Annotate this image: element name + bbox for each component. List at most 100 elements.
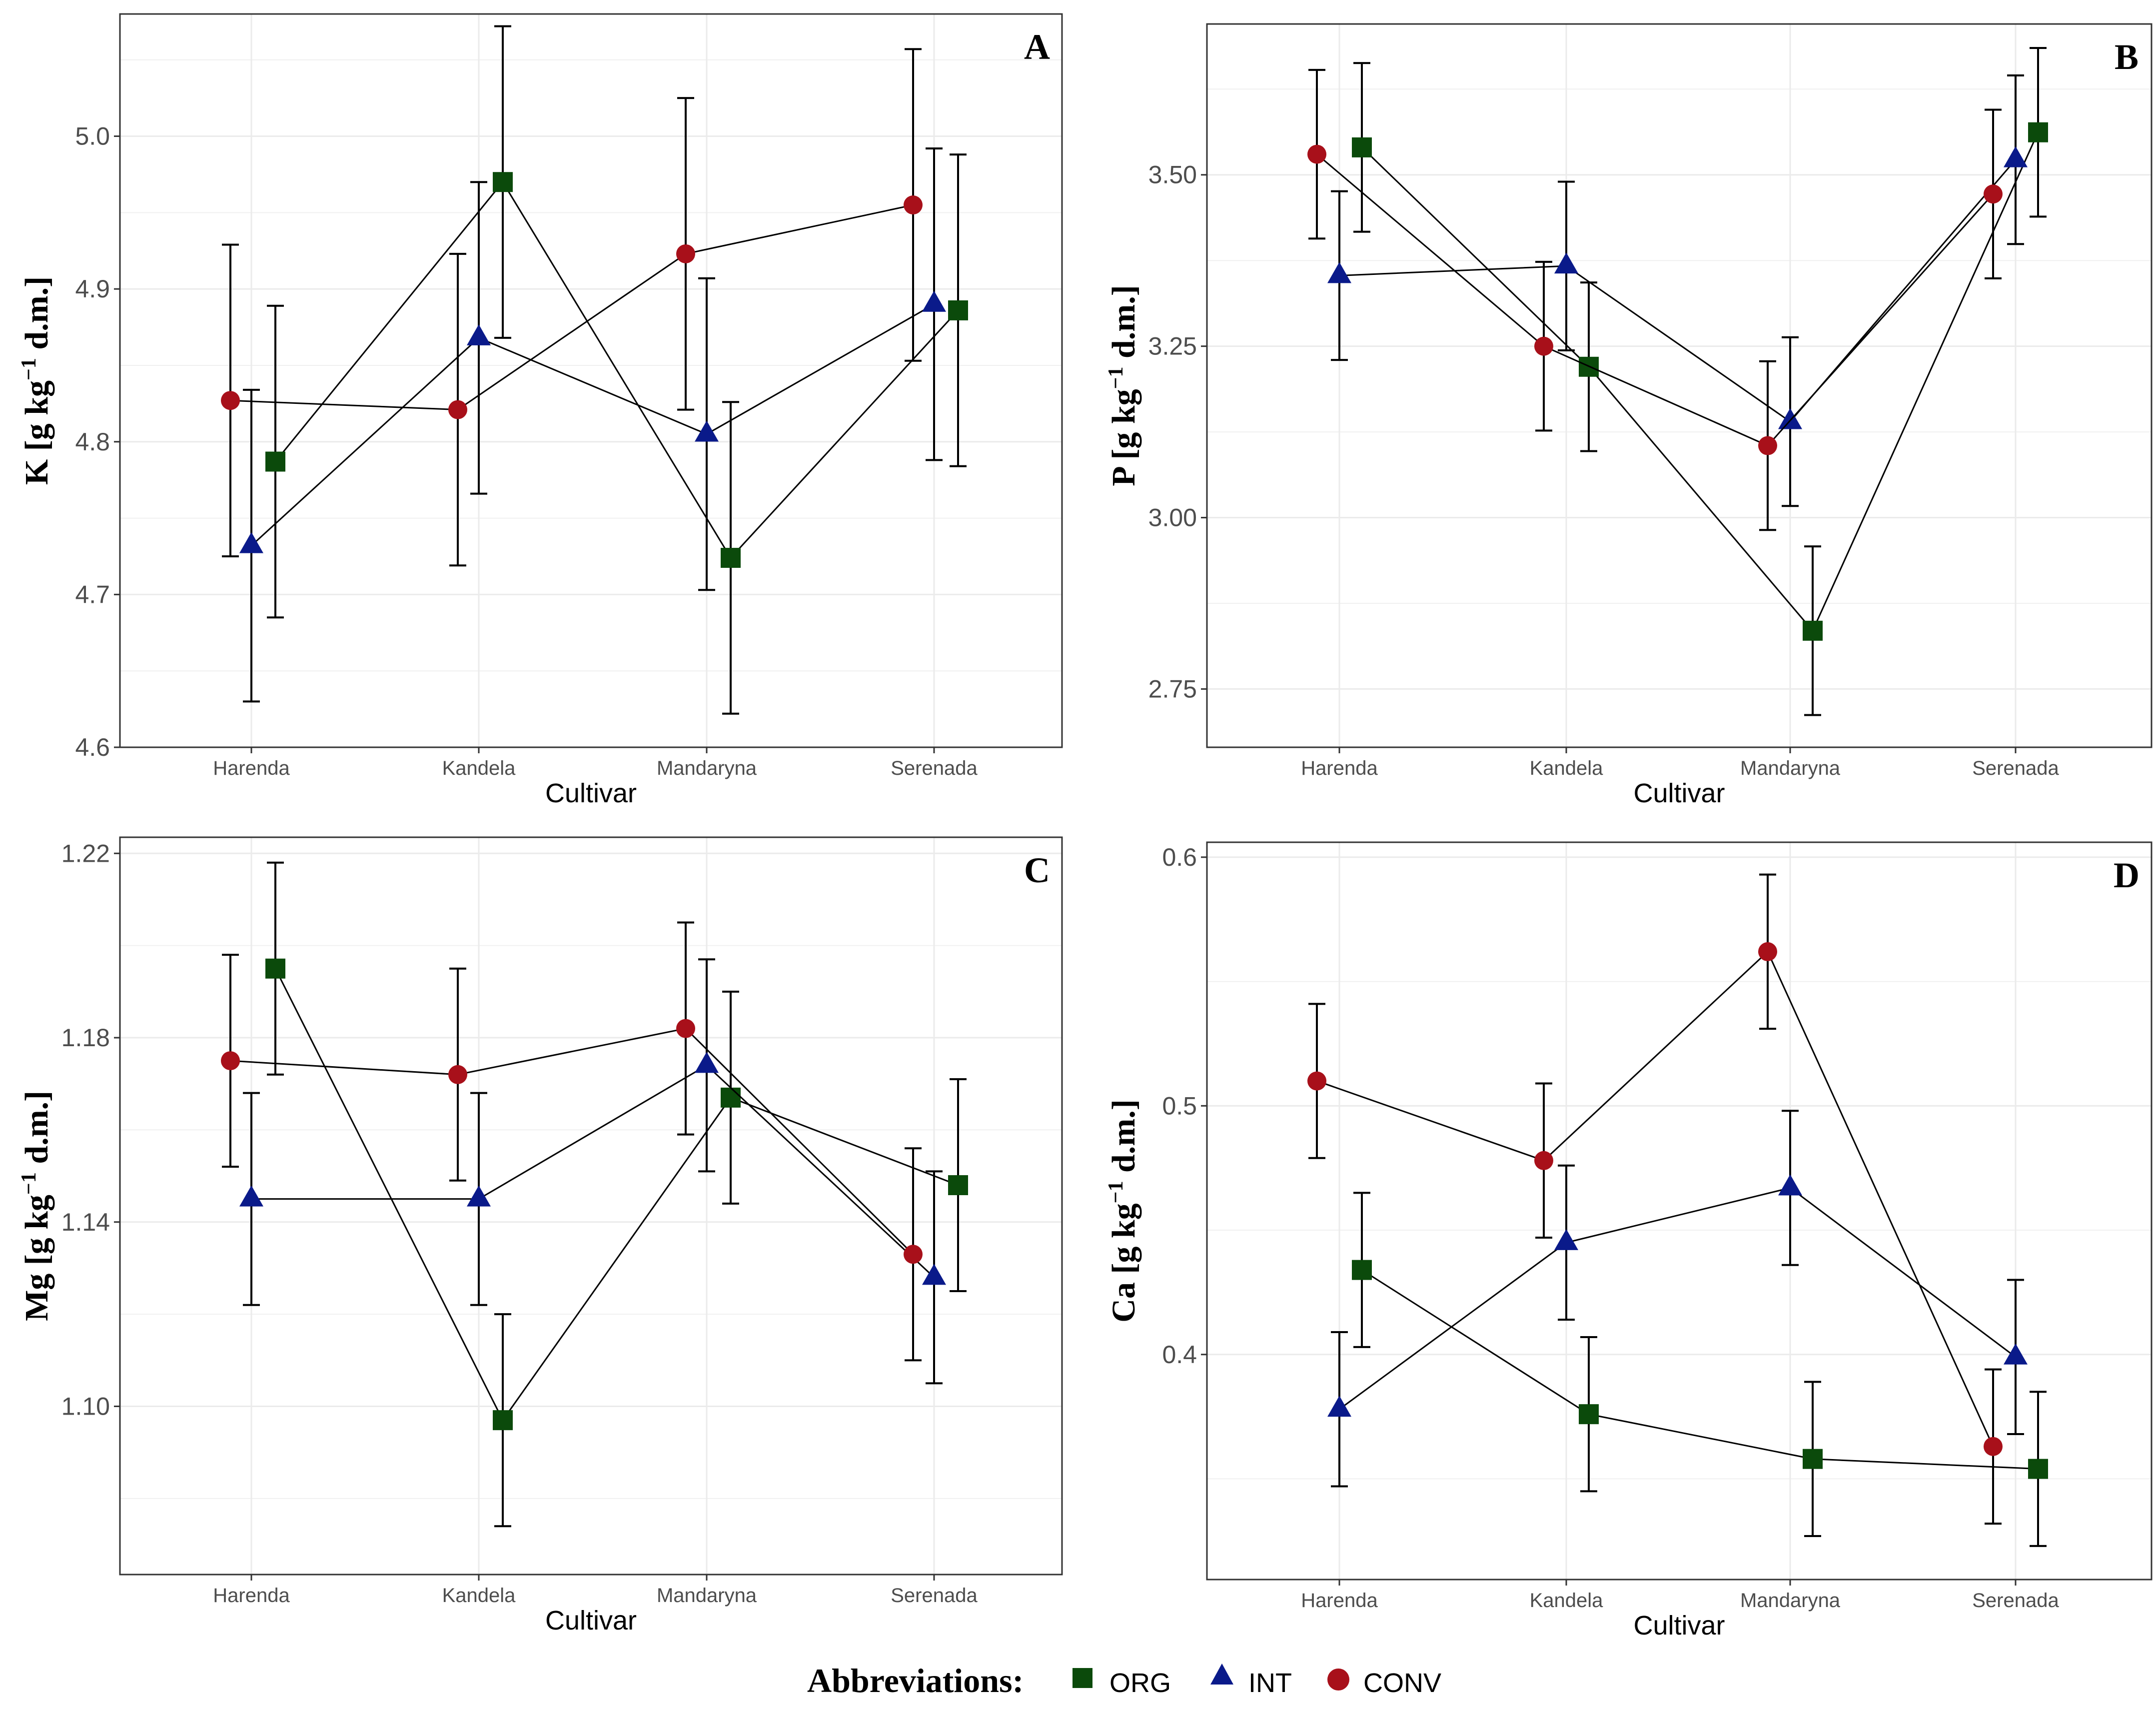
panel-c-y-axis-title-sup: −1 [17, 1172, 40, 1195]
panel-a-series-org-point [265, 451, 285, 472]
chart-panels: 4.6 4.7 4.8 4.9 5.0 Harenda Kandela Mandaryna Se… [17, 13, 2153, 1641]
panel-c-series-int-point [922, 1264, 946, 1285]
panel-a-y-tick-label: 4.8 [75, 428, 110, 456]
panel-a-letter: A [1024, 27, 1050, 67]
panel-d-series-conv-point [1758, 942, 1777, 961]
panel-c: 1.10 1.14 1.18 1.22 Harenda Kandela Mandaryna S… [17, 836, 1063, 1636]
panel-c-y-axis-title-end: d.m.] [18, 1091, 55, 1172]
panel-c-series-conv-point [448, 1065, 467, 1084]
panel-d-y-tick-label: 0.4 [1162, 1341, 1197, 1369]
panel-b-x-tick-label: Serenada [1972, 757, 2059, 779]
panel-a-series-org-point [948, 300, 968, 320]
panel-d-x-axis-title: Cultivar [1633, 1611, 1725, 1641]
panel-d-series-int-line [1339, 1187, 2016, 1410]
panel-a-y-tick-label: 5.0 [75, 122, 110, 150]
panel-a-x-tick-label: Serenada [891, 757, 978, 779]
panel-c-series-int [239, 958, 946, 1385]
panel-d-series-int-point [1327, 1396, 1351, 1417]
panel-b-x-axis-title: Cultivar [1633, 778, 1725, 808]
panel-d-series-int [1327, 1110, 2028, 1488]
panel-b-border [1206, 23, 2153, 748]
panel-c-series-conv-point [221, 1051, 240, 1071]
panel-c-letter: C [1024, 850, 1050, 890]
panel-a: 4.6 4.7 4.8 4.9 5.0 Harenda Kandela Mandaryna Se… [17, 13, 1063, 808]
panel-b-y-tick-label: 2.75 [1148, 675, 1197, 703]
panel-d-series-conv-line [1316, 950, 1994, 1447]
panel-a-series-int-point [239, 532, 263, 553]
panel-a-series-conv-point [676, 244, 695, 263]
panel-d-x-tick-label: Harenda [1301, 1590, 1378, 1612]
legend-label-int: INT [1248, 1668, 1292, 1698]
panel-a-series-conv-point [221, 391, 240, 410]
panel-b-series-conv-point [1984, 184, 2003, 204]
panel-b-series-conv-point [1307, 144, 1326, 164]
panel-a-y-tick-label: 4.7 [75, 580, 110, 608]
legend-title: Abbreviations: [807, 1662, 1024, 1700]
legend-marker-conv [1327, 1669, 1349, 1691]
panel-c-y-tick-label: 1.22 [61, 839, 110, 867]
panel-d: 0.4 0.5 0.6 Harenda Kandela Mandaryna Serenada… [1104, 841, 2153, 1641]
panel-a-series-org [265, 25, 968, 715]
panel-c-series-org-point [493, 1410, 513, 1431]
panel-a-series-org-line [274, 180, 959, 559]
panel-b-series-int [1327, 74, 2028, 507]
panel-d-series-int-point [1554, 1229, 1578, 1250]
panel-c-series-org-point [948, 1175, 968, 1196]
panel-b-series-int-point [1327, 262, 1351, 283]
panel-d-series-org-point [1352, 1260, 1372, 1280]
legend: Abbreviations: ORG INT CONV [807, 1662, 1441, 1700]
panel-d-series-int-point [1778, 1174, 1802, 1196]
panel-c-series-org-point [721, 1087, 741, 1108]
panel-c-x-tick-label: Serenada [891, 1585, 978, 1607]
legend-marker-int [1210, 1664, 1233, 1685]
panel-a-y-axis-title-end: d.m.] [18, 276, 55, 358]
panel-a-y-tick-label: 4.9 [75, 275, 110, 303]
panel-d-series-org-point [1803, 1449, 1823, 1469]
panel-b-y-tick-label: 3.50 [1148, 161, 1197, 189]
panel-a-y-tick-label: 4.6 [75, 733, 110, 761]
panel-d-y-axis-title-end: d.m.] [1105, 1099, 1142, 1181]
panel-b-series-int-point [2004, 146, 2028, 167]
panel-d-series-conv-point [1307, 1071, 1326, 1091]
panel-b-y-tick-label: 3.25 [1148, 332, 1197, 360]
panel-a-series-org-point [721, 548, 741, 568]
panel-b-series-org-point [1352, 137, 1372, 157]
panel-c-series-int-point [467, 1185, 491, 1207]
panel-a-x-axis-title: Cultivar [545, 778, 637, 808]
panel-c-y-tick-label: 1.18 [61, 1024, 110, 1052]
panel-c-series-conv-point [904, 1245, 923, 1264]
panel-c-x-tick-label: Harenda [213, 1585, 290, 1607]
panel-a-series-int-point [467, 324, 491, 345]
panel-b-series-int-point [1554, 252, 1578, 274]
panel-b-series-conv-point [1534, 336, 1553, 356]
panel-a-series-conv-point [904, 195, 923, 215]
panel-c-series-int-point [695, 1052, 719, 1073]
panel-d-y-tick-label: 0.6 [1162, 843, 1197, 871]
panel-a-border [119, 13, 1063, 748]
panel-a-series-conv-point [448, 400, 467, 419]
panel-c-x-axis-title: Cultivar [545, 1606, 637, 1636]
legend-label-conv: CONV [1363, 1668, 1441, 1698]
panel-b-series-org-point [1803, 620, 1823, 641]
panel-d-series-org [1352, 1192, 2048, 1547]
panel-d-letter: D [2114, 855, 2140, 895]
panel-d-series-conv-point [1534, 1151, 1553, 1170]
panel-c-series-conv-line [230, 1027, 914, 1255]
panel-c-series-conv [221, 921, 923, 1362]
panel-c-border [119, 836, 1063, 1576]
panel-c-y-tick-label: 1.14 [61, 1208, 110, 1236]
panel-b-y-axis-title-end: d.m.] [1105, 285, 1142, 366]
panel-d-series-int-point [2004, 1343, 2028, 1365]
panel-b-y-axis-title: P [g kg−1 d.m.] [1104, 285, 1142, 486]
panel-d-series-conv-point [1984, 1437, 2003, 1456]
panel-a-series-conv-line [230, 204, 914, 411]
panel-b-x-tick-label: Harenda [1301, 757, 1378, 779]
panel-c-series-int-line [251, 1064, 935, 1278]
panel-b-series-org-line [1361, 132, 2039, 632]
panel-b-y-axis-title-sup: −1 [1104, 366, 1127, 389]
panel-d-series-org-point [1579, 1404, 1599, 1425]
panel-d-y-axis-title-sup: −1 [1104, 1181, 1127, 1203]
legend-marker-org [1073, 1668, 1092, 1688]
panel-c-y-axis-title-main: Mg [g kg [18, 1195, 55, 1321]
panel-b-y-axis-title-main: P [g kg [1105, 389, 1142, 486]
